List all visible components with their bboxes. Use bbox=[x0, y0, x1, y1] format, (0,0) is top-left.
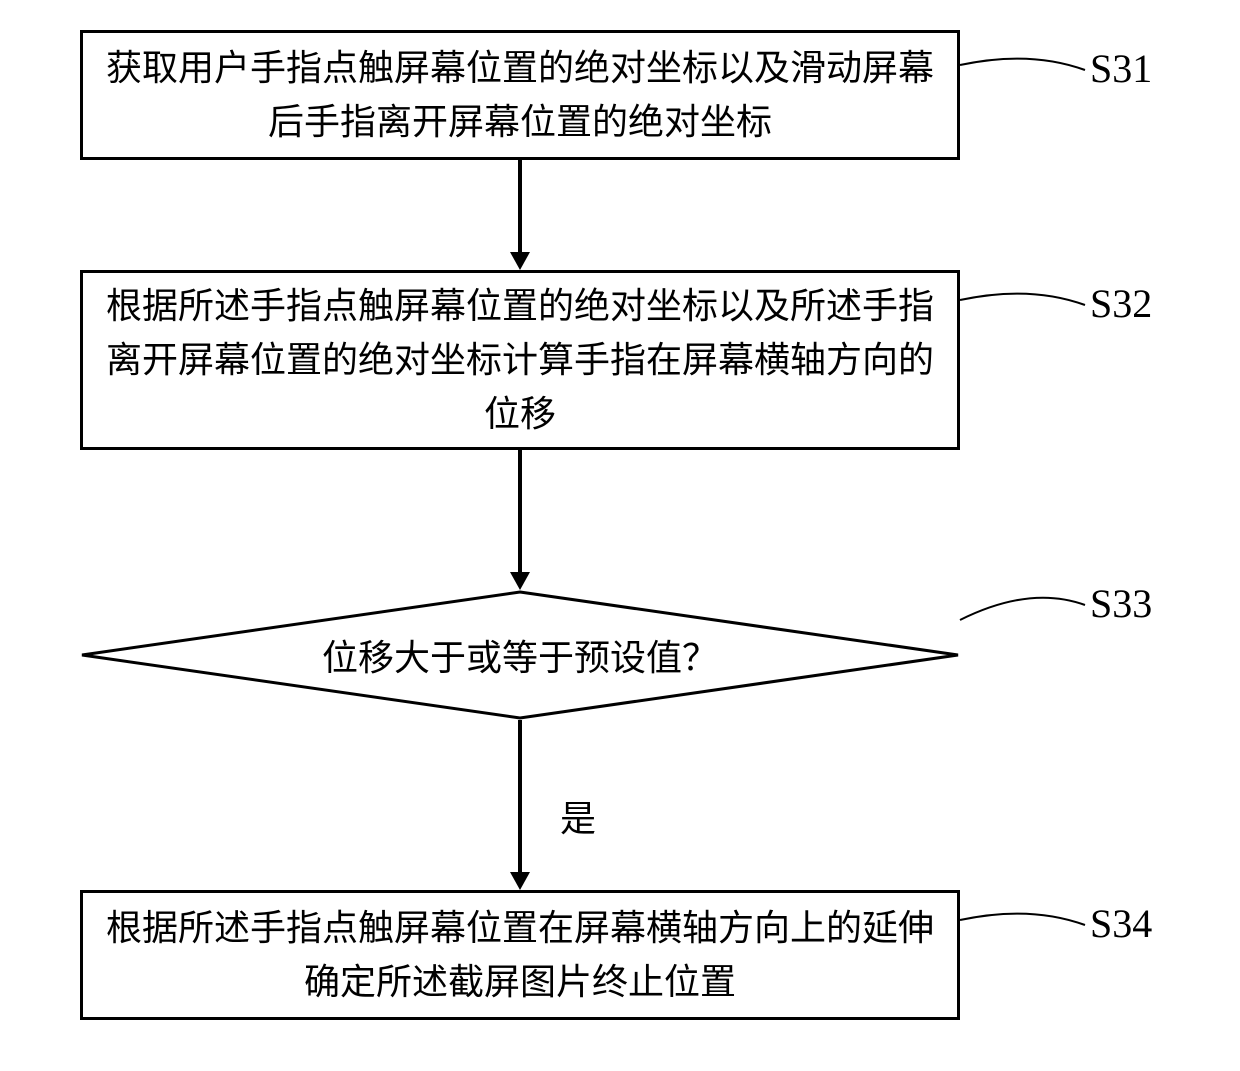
node-s32-text: 根据所述手指点触屏幕位置的绝对坐标以及所述手指离开屏幕位置的绝对坐标计算手指在屏… bbox=[103, 279, 937, 441]
node-s31-text: 获取用户手指点触屏幕位置的绝对坐标以及滑动屏幕后手指离开屏幕位置的绝对坐标 bbox=[103, 41, 937, 149]
label-s33: S33 bbox=[1090, 580, 1152, 627]
label-s31: S31 bbox=[1090, 45, 1152, 92]
arrow-s32-s33 bbox=[518, 450, 522, 572]
arrowhead-s31-s32 bbox=[510, 252, 530, 270]
node-s34-text: 根据所述手指点触屏幕位置在屏幕横轴方向上的延伸确定所述截屏图片终止位置 bbox=[103, 901, 937, 1009]
node-s31: 获取用户手指点触屏幕位置的绝对坐标以及滑动屏幕后手指离开屏幕位置的绝对坐标 bbox=[80, 30, 960, 160]
label-s32: S32 bbox=[1090, 280, 1152, 327]
node-s34: 根据所述手指点触屏幕位置在屏幕横轴方向上的延伸确定所述截屏图片终止位置 bbox=[80, 890, 960, 1020]
arrow-s31-s32 bbox=[518, 160, 522, 252]
arrow-s33-s34 bbox=[518, 720, 522, 872]
edge-label-yes: 是 bbox=[560, 790, 596, 842]
node-s32: 根据所述手指点触屏幕位置的绝对坐标以及所述手指离开屏幕位置的绝对坐标计算手指在屏… bbox=[80, 270, 960, 450]
arrowhead-s33-s34 bbox=[510, 872, 530, 890]
label-s34: S34 bbox=[1090, 900, 1152, 947]
flowchart-container: 获取用户手指点触屏幕位置的绝对坐标以及滑动屏幕后手指离开屏幕位置的绝对坐标 S3… bbox=[0, 0, 1240, 1071]
node-s33-text: 位移大于或等于预设值？ bbox=[80, 629, 960, 681]
node-s33: 位移大于或等于预设值？ bbox=[80, 590, 960, 720]
arrowhead-s32-s33 bbox=[510, 572, 530, 590]
